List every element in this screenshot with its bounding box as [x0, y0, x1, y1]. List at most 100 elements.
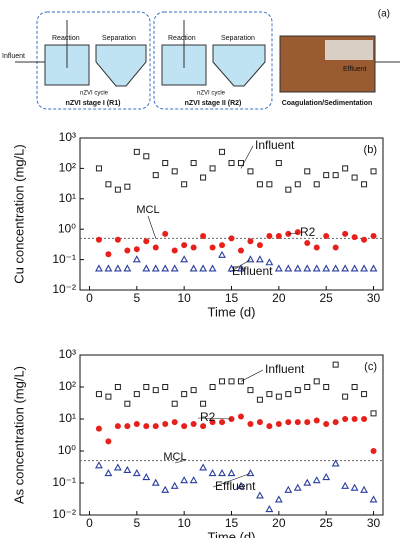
y-tick-label: 10⁻¹ — [52, 252, 76, 266]
point — [170, 481, 179, 489]
point — [132, 255, 141, 263]
point — [124, 400, 131, 407]
point — [237, 378, 244, 385]
y-tick-label: 10² — [59, 161, 76, 175]
point — [209, 419, 216, 426]
point — [274, 264, 283, 272]
point — [190, 387, 197, 394]
point — [95, 264, 103, 272]
point — [151, 478, 160, 486]
point — [370, 232, 377, 239]
point — [350, 483, 359, 491]
point — [162, 230, 169, 237]
point — [124, 423, 131, 430]
series-label: R2 — [200, 410, 216, 424]
point — [219, 419, 226, 426]
reaction-label: Reaction — [168, 35, 196, 42]
point — [332, 244, 339, 251]
x-tick-label: 20 — [272, 516, 286, 530]
point — [360, 264, 368, 272]
point — [199, 264, 208, 272]
point — [162, 384, 169, 390]
point — [265, 505, 274, 513]
point — [313, 181, 320, 188]
point — [332, 419, 339, 426]
x-tick-label: 15 — [225, 291, 239, 305]
panel-label: (b) — [364, 144, 377, 156]
point — [208, 469, 217, 477]
leader-line — [212, 473, 251, 488]
schematic: Influent Effluent (a) Reaction Separatio… — [2, 9, 400, 110]
point — [350, 264, 359, 272]
y-tick-label: 10⁻² — [52, 282, 76, 296]
point — [180, 476, 189, 484]
point — [237, 413, 244, 420]
point — [294, 387, 301, 394]
point — [255, 491, 264, 499]
x-tick-label: 30 — [367, 516, 381, 530]
point — [323, 232, 330, 239]
point — [200, 232, 207, 239]
y-tick-label: 10³ — [59, 130, 76, 144]
point — [247, 238, 254, 245]
stage-name: nZVI stage I (R1) — [66, 100, 121, 107]
point — [247, 387, 254, 394]
point — [256, 242, 263, 249]
reference-label: MCL — [136, 204, 159, 216]
y-tick-label: 10⁻¹ — [52, 475, 76, 489]
point — [342, 165, 349, 172]
point — [219, 242, 226, 249]
leader-line — [288, 232, 299, 235]
series-label: Effluent — [232, 264, 273, 278]
point — [342, 416, 349, 422]
point — [181, 391, 188, 398]
point — [293, 483, 302, 491]
point — [152, 172, 159, 179]
point — [143, 238, 150, 245]
y-axis-label: Cu concentration (mg/L) — [11, 144, 26, 283]
point — [285, 391, 292, 398]
point — [95, 391, 102, 398]
point — [361, 391, 368, 398]
series-label: Effluent — [215, 479, 256, 493]
x-tick-label: 30 — [367, 291, 381, 305]
point — [313, 417, 320, 424]
series-label: R2 — [300, 225, 316, 239]
x-tick-label: 10 — [177, 291, 191, 305]
point — [274, 495, 283, 503]
point — [95, 236, 102, 243]
x-tick-label: 0 — [86, 291, 93, 305]
separation-tank — [95, 44, 147, 87]
coagulation-label: Coagulation/Sedimentation — [282, 100, 373, 107]
point — [332, 172, 339, 179]
point — [351, 384, 358, 390]
point — [369, 264, 378, 272]
separation-tank — [212, 44, 266, 87]
point — [161, 264, 170, 272]
y-tick-label: 10¹ — [59, 411, 76, 425]
x-tick-label: 20 — [272, 291, 286, 305]
leader-line — [197, 417, 232, 420]
point — [133, 391, 140, 398]
point — [285, 419, 292, 426]
separation-label: Separation — [221, 35, 255, 42]
panel-label: (a) — [378, 9, 390, 20]
point — [341, 481, 350, 489]
point — [190, 420, 197, 427]
x-tick-label: 10 — [177, 516, 191, 530]
separation-label: Separation — [102, 35, 136, 42]
reaction-label: Reaction — [52, 35, 80, 42]
point — [114, 423, 121, 430]
point — [181, 423, 188, 430]
effluent-label: Effluent — [343, 66, 367, 73]
leader-line — [229, 259, 251, 273]
point — [351, 416, 358, 422]
x-axis-label: Time (d) — [208, 529, 256, 538]
point — [294, 181, 301, 188]
point — [228, 378, 235, 385]
point — [342, 393, 349, 400]
point — [132, 469, 141, 477]
point — [361, 181, 368, 188]
point — [237, 160, 244, 167]
